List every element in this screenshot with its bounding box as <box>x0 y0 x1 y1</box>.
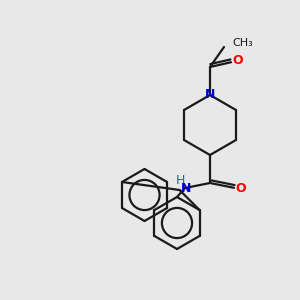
Text: N: N <box>205 88 215 100</box>
Text: O: O <box>236 182 246 196</box>
Text: CH₃: CH₃ <box>232 38 253 48</box>
Text: N: N <box>181 182 191 196</box>
Text: H: H <box>175 175 185 188</box>
Text: O: O <box>233 55 243 68</box>
